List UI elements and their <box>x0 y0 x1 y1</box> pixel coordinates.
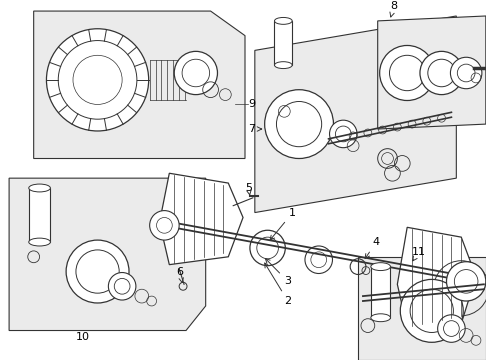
Circle shape <box>400 279 463 342</box>
Circle shape <box>438 315 465 342</box>
Ellipse shape <box>371 263 391 271</box>
Ellipse shape <box>274 62 292 68</box>
Text: 6: 6 <box>176 266 183 283</box>
Text: 4: 4 <box>365 237 380 258</box>
Circle shape <box>450 57 482 89</box>
Ellipse shape <box>371 314 391 322</box>
Text: 1: 1 <box>270 208 296 240</box>
Ellipse shape <box>29 184 50 192</box>
Circle shape <box>149 211 179 240</box>
Text: 8: 8 <box>390 1 397 17</box>
Polygon shape <box>9 178 206 330</box>
Bar <box>29 188 50 242</box>
Circle shape <box>250 230 285 266</box>
Circle shape <box>380 45 435 100</box>
Circle shape <box>47 29 148 131</box>
Polygon shape <box>159 173 243 265</box>
Polygon shape <box>397 227 476 328</box>
Polygon shape <box>255 16 456 212</box>
Circle shape <box>265 90 334 158</box>
Circle shape <box>446 262 486 301</box>
Circle shape <box>305 246 333 274</box>
Text: 11: 11 <box>412 247 426 261</box>
Polygon shape <box>34 11 245 158</box>
Text: 9: 9 <box>248 99 255 109</box>
Circle shape <box>108 273 136 300</box>
Ellipse shape <box>29 238 50 246</box>
Polygon shape <box>378 16 486 129</box>
Ellipse shape <box>274 17 292 24</box>
Text: 5: 5 <box>245 183 252 196</box>
Text: 10: 10 <box>76 332 90 342</box>
Polygon shape <box>358 257 486 360</box>
Circle shape <box>330 120 357 148</box>
Bar <box>274 21 292 65</box>
Circle shape <box>66 240 129 303</box>
Text: 7: 7 <box>248 124 262 134</box>
Circle shape <box>420 51 463 95</box>
Bar <box>371 267 391 318</box>
Text: 2: 2 <box>265 263 292 306</box>
Text: 3: 3 <box>266 258 292 286</box>
Circle shape <box>174 51 218 95</box>
